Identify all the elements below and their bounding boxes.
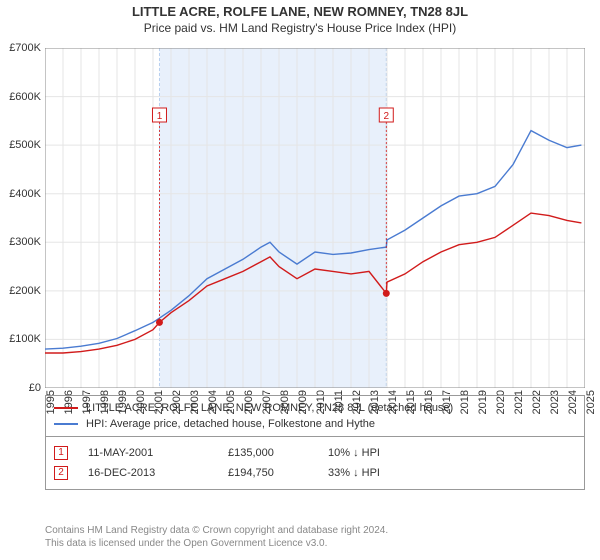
y-tick-label: £100K bbox=[9, 333, 41, 345]
y-tick-label: £700K bbox=[9, 42, 41, 54]
chart-header: LITTLE ACRE, ROLFE LANE, NEW ROMNEY, TN2… bbox=[0, 0, 600, 37]
chart-subtitle: Price paid vs. HM Land Registry's House … bbox=[0, 21, 600, 35]
sale-marker-icon: 2 bbox=[54, 466, 68, 480]
chart-plot: 12 £0£100K£200K£300K£400K£500K£600K£700K… bbox=[45, 48, 585, 388]
sale-price: £135,000 bbox=[228, 443, 308, 463]
y-tick-label: £200K bbox=[9, 285, 41, 297]
legend-text: LITTLE ACRE, ROLFE LANE, NEW ROMNEY, TN2… bbox=[86, 400, 453, 416]
sales-table: 1 11-MAY-2001 £135,000 10% ↓ HPI 2 16-DE… bbox=[45, 436, 585, 490]
footer-line: Contains HM Land Registry data © Crown c… bbox=[45, 524, 585, 537]
sale-price: £194,750 bbox=[228, 463, 308, 483]
footer: Contains HM Land Registry data © Crown c… bbox=[45, 524, 585, 550]
y-tick-label: £600K bbox=[9, 91, 41, 103]
y-tick-label: £0 bbox=[29, 382, 41, 394]
sale-delta: 33% ↓ HPI bbox=[328, 463, 418, 483]
legend-row: LITTLE ACRE, ROLFE LANE, NEW ROMNEY, TN2… bbox=[54, 400, 576, 416]
y-tick-label: £500K bbox=[9, 139, 41, 151]
svg-text:2: 2 bbox=[383, 111, 389, 122]
sale-date: 16-DEC-2013 bbox=[88, 463, 208, 483]
sale-date: 11-MAY-2001 bbox=[88, 443, 208, 463]
x-tick-label: 2025 bbox=[585, 390, 597, 414]
y-tick-label: £400K bbox=[9, 188, 41, 200]
table-row: 1 11-MAY-2001 £135,000 10% ↓ HPI bbox=[54, 443, 576, 463]
legend-text: HPI: Average price, detached house, Folk… bbox=[86, 416, 375, 432]
footer-line: This data is licensed under the Open Gov… bbox=[45, 537, 585, 550]
chart-title: LITTLE ACRE, ROLFE LANE, NEW ROMNEY, TN2… bbox=[0, 4, 600, 19]
chart-svg: 12 bbox=[45, 48, 585, 388]
legend-swatch bbox=[54, 423, 78, 425]
sale-marker-icon: 1 bbox=[54, 446, 68, 460]
svg-text:1: 1 bbox=[157, 111, 163, 122]
legend-swatch bbox=[54, 407, 78, 409]
legend: LITTLE ACRE, ROLFE LANE, NEW ROMNEY, TN2… bbox=[45, 395, 585, 437]
legend-row: HPI: Average price, detached house, Folk… bbox=[54, 416, 576, 432]
y-tick-label: £300K bbox=[9, 236, 41, 248]
sale-delta: 10% ↓ HPI bbox=[328, 443, 418, 463]
table-row: 2 16-DEC-2013 £194,750 33% ↓ HPI bbox=[54, 463, 576, 483]
